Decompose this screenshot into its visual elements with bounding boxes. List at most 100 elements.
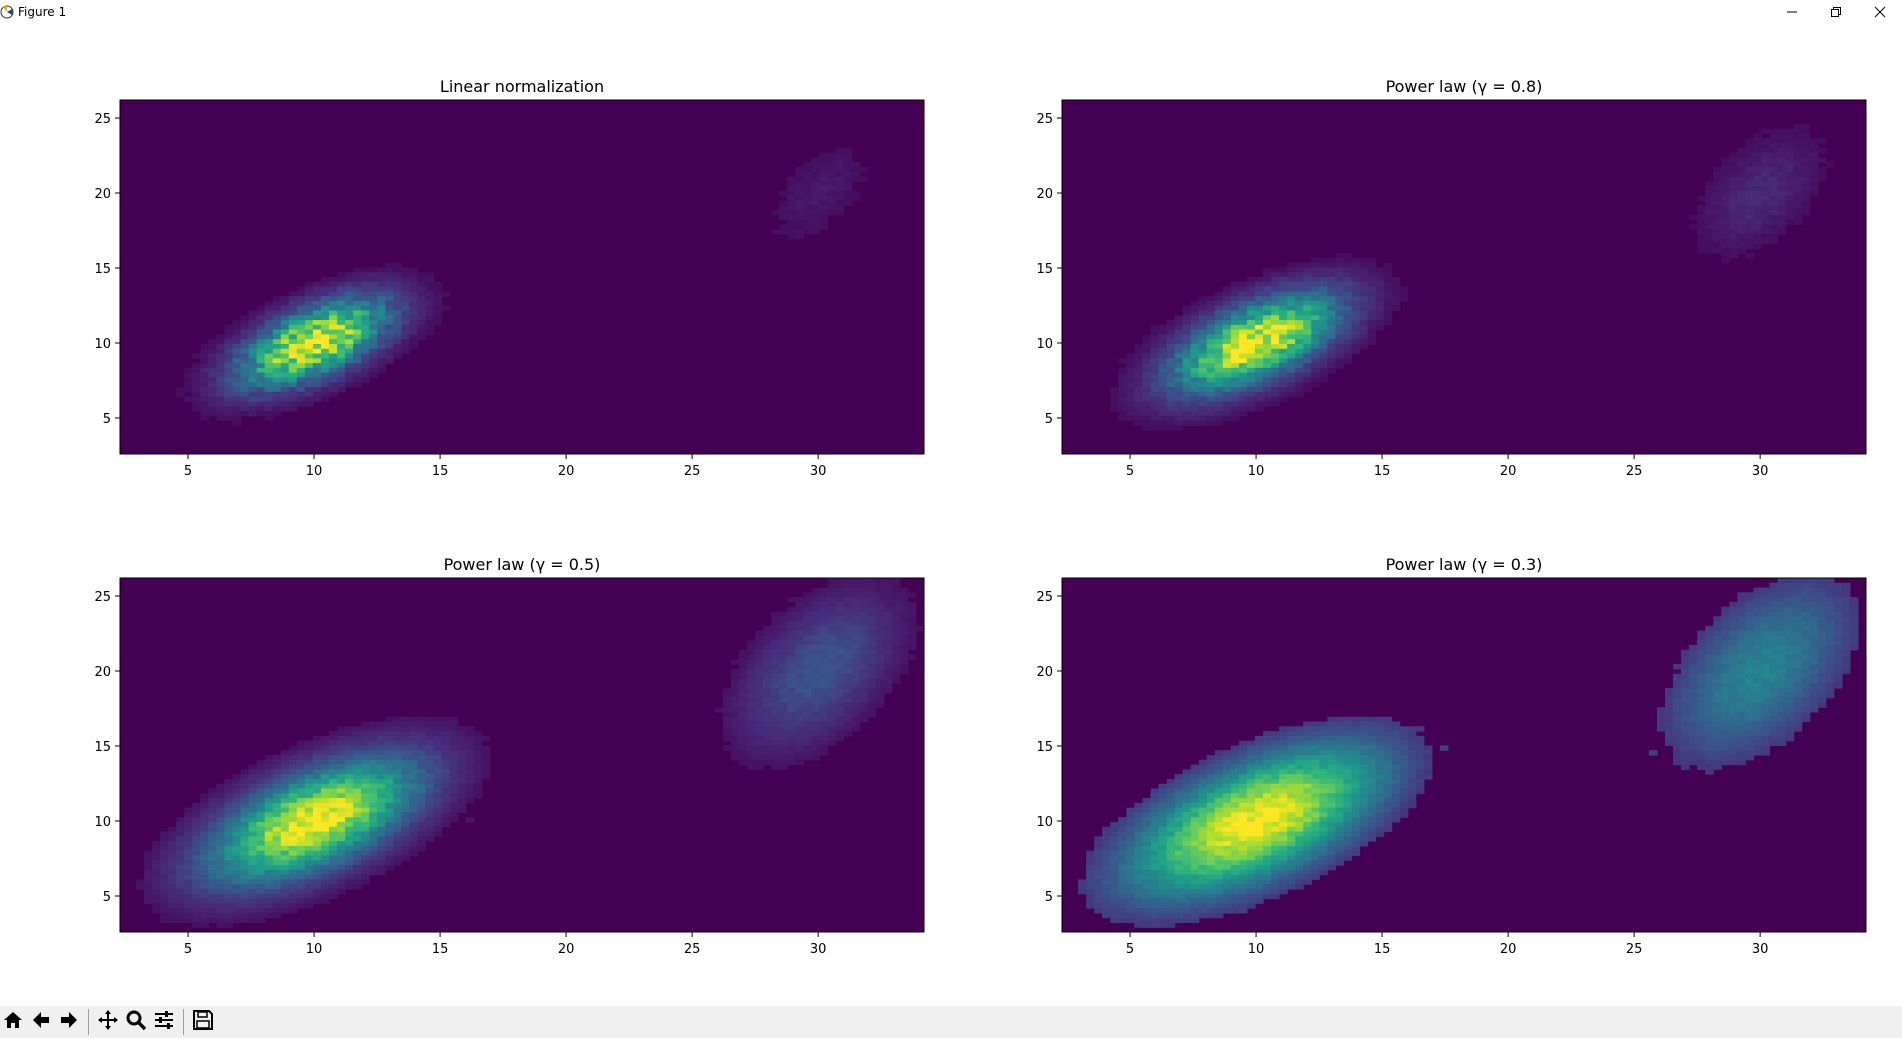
heatmap-cell [1230,888,1240,895]
heatmap-cell [1263,769,1272,775]
heatmap-cell [345,740,354,747]
heatmap-cell [763,644,772,651]
heatmap-cell [835,630,845,636]
heatmap-cell [1238,884,1248,890]
heatmap-cell [465,740,475,747]
heatmap-cell [224,415,234,422]
heatmap-cell [401,296,411,302]
minimize-button[interactable] [1770,0,1814,24]
heatmap-cell [1295,774,1304,780]
heatmap-cell [353,860,362,866]
heatmap-cell [321,750,330,756]
heatmap-cell [240,391,250,398]
heatmap-cell [867,606,877,613]
heatmap-cell [1134,912,1143,919]
heatmap-cell [1134,908,1143,914]
heatmap-cell [835,649,845,656]
heatmap-cell [345,845,354,852]
heatmap-cell [1238,363,1248,369]
heatmap-cell [1150,884,1160,890]
heatmap-cell [417,716,427,723]
heatmap-cell [1086,893,1095,900]
heatmap-cell [304,329,314,335]
heatmap-cell [216,841,226,847]
heatmap-cell [1359,726,1369,732]
heatmap-cell [1761,205,1771,211]
heatmap-cell [819,616,829,622]
heatmap-cell [312,339,322,345]
heatmap-cell [1198,826,1208,833]
heatmap-cell [208,339,218,345]
heatmap-cell [345,802,354,809]
heatmap-cell [304,893,314,900]
heatmap-cell [1745,186,1755,192]
heatmap-cell [345,363,354,369]
heatmap-cell [1295,348,1304,355]
heatmap-cell [208,836,218,842]
heatmap-cell [827,664,837,670]
heatmap-cell [337,793,346,799]
heatmap-cell [803,692,813,699]
heatmap-cell [1166,812,1176,818]
x-tick-label: 5 [1126,464,1134,479]
heatmap-cell [329,855,338,861]
heatmap-cell [1311,382,1320,388]
heatmap-cell [1303,821,1312,828]
heatmap-cell [1263,343,1272,350]
heatmap-cell [288,826,298,833]
restore-button[interactable] [1814,0,1858,24]
heatmap-cell [1246,740,1256,747]
heatmap-cell [296,793,306,799]
heatmap-cell [296,315,306,321]
heatmap-cell [1287,291,1296,297]
heatmap-cell [288,343,298,350]
heatmap-cell [1206,903,1216,909]
heatmap-cell [304,802,314,809]
close-button[interactable] [1858,0,1902,24]
heatmap-cell [232,831,242,837]
heatmap-cell [1110,884,1119,890]
y-tick-label: 10 [94,815,111,830]
heatmap-cell [280,860,290,866]
matplotlib-logo-icon [0,5,14,19]
heatmap-cells [1078,578,1859,928]
heatmap-cell [1126,884,1135,890]
heatmap-cell [1705,224,1714,230]
heatmap-cell [859,673,869,680]
heatmap-cell [264,912,274,919]
heatmap-cell [827,176,837,182]
heatmap-cell [160,898,169,904]
heatmap-cell [280,812,290,818]
heatmap-cell [200,865,210,871]
heatmap-cell [1287,740,1296,747]
heatmap-cell [425,798,435,804]
heatmap-cell [867,611,877,617]
heatmap-cell [240,788,250,794]
heatmap-cell [224,778,234,785]
heatmap-cell [200,798,210,804]
heatmap-cell [441,793,451,799]
heatmap-cell [1359,296,1369,302]
heatmap-cell [851,592,861,598]
heatmap-cell [1214,339,1224,345]
heatmap-cell [1351,850,1361,857]
heatmap-cell [296,334,306,340]
heatmap-cell [811,166,821,173]
heatmap-cell [232,415,242,422]
heatmap-cell [264,888,274,895]
heatmap-cell [1287,286,1296,292]
heatmap-cell [1383,716,1393,723]
heatmap-cell [1793,190,1803,197]
heatmap-cell [369,310,378,316]
heatmap-cell [755,745,764,751]
heatmap-cell [1295,310,1304,316]
heatmap-cell [1094,888,1103,895]
heatmap-cell [907,616,917,622]
figure-canvas[interactable]: Linear normalization 5 10 15 20 25 30 5 10 15 20 25… [0,24,1902,1006]
heatmap-cell [361,778,370,785]
heatmap-cell [1263,807,1272,813]
heatmap-cell [369,759,378,766]
heatmap-cell [1254,277,1264,283]
heatmap-cell [1198,396,1208,402]
heatmap-cell [1383,721,1393,727]
